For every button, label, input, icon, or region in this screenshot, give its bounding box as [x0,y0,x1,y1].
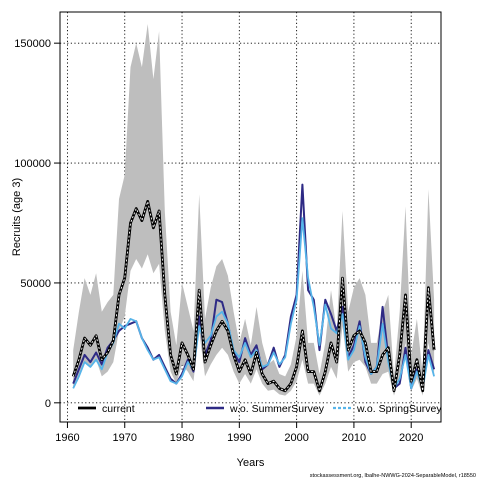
series-lines [71,183,436,393]
x-axis: 1960 1970 1980 1990 2000 2010 2020 [55,422,423,444]
x-tick-label: 1980 [170,432,194,444]
x-tick-label: 2010 [342,432,366,444]
y-tick-label: 50000 [20,278,51,290]
legend: current w.o. SummerSurvey w.o. SpringSurve… [78,403,442,415]
y-tick-label: 0 [45,398,51,410]
x-tick-label: 1960 [55,432,79,444]
x-tick-label: 1970 [112,432,136,444]
grid-lines [60,12,441,422]
legend-label-w-o-springsurvey: w.o. SpringSurvey [356,403,442,415]
x-tick-label: 2000 [284,432,308,444]
y-axis: 0 50000 100000 150000 [14,38,60,410]
plot-frame [59,11,442,423]
legend-label-current: current [102,403,135,415]
credit-text: stockassessment.org, Ibalhe-NWWG-2024-Se… [310,473,476,479]
y-axis-label: Recruits (age 3) [11,178,23,256]
x-tick-label: 2020 [399,432,423,444]
y-tick-label: 100000 [14,158,51,170]
x-axis-label: Years [237,457,265,469]
legend-label-w-o-summersurvey: w.o. SummerSurvey [229,403,325,415]
x-tick-label: 1990 [227,432,251,444]
y-tick-label: 150000 [14,38,51,50]
series-line-current-dash [72,200,435,392]
